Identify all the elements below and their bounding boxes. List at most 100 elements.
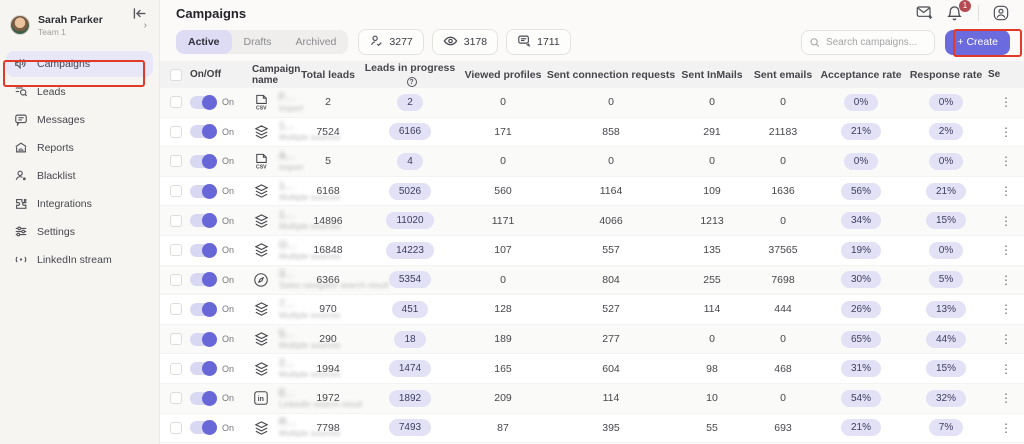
on-off-toggle[interactable] [190,390,217,406]
tab-archived[interactable]: Archived [295,36,337,48]
account-icon[interactable] [993,5,1010,22]
on-off-toggle[interactable] [190,94,217,110]
row-menu-button[interactable]: ⋮ [1000,154,1012,169]
row-checkbox[interactable] [170,96,182,109]
create-button[interactable]: + Create [945,29,1010,55]
sidebar-item-label: Blacklist [37,169,76,182]
campaign-cell[interactable]: CSV Follow Up to PitchImport [252,92,304,113]
stat-pill-message-sent[interactable]: 1711 [506,29,571,55]
row-checkbox[interactable] [170,185,182,198]
leads-in-progress-cell: 1474 [360,360,460,378]
leads-in-progress-cell: 7493 [360,419,460,437]
response-rate-cell: 32% [904,389,988,407]
info-icon: ? [406,77,417,88]
campaign-text: 17/11/23/ CSV LinkedIn import onlyMultip… [279,210,340,231]
sidebar-item-settings[interactable]: Settings [6,219,153,245]
leads-in-progress-pill: 1474 [388,360,432,378]
campaign-cell[interactable]: 1.12.23. Ongoing campaign with focus on … [252,121,340,142]
total-leads-value: 6366 [316,273,340,286]
row-menu-button[interactable]: ⋮ [1000,361,1012,376]
row-menu-button[interactable]: ⋮ [1000,302,1012,317]
integrations-icon [14,197,28,211]
sidebar-item-campaigns[interactable]: Campaigns [6,50,153,77]
row-checkbox[interactable] [170,125,182,138]
sent-emails-value: 693 [774,421,792,434]
campaign-cell[interactable]: 5.1.23. Viewed Profile SNMultiple source… [252,329,340,350]
on-off-toggle[interactable] [190,301,217,317]
sent-connection-requests-value: 527 [602,303,620,316]
tab-drafts[interactable]: Drafts [243,36,272,48]
campaign-cell[interactable]: Ongoing campaign with focus on Email 2Mu… [252,240,340,261]
row-checkbox[interactable] [170,244,182,257]
row-checkbox[interactable] [170,214,182,227]
row-menu-button[interactable]: ⋮ [1000,243,1012,258]
sidebar-item-messages[interactable]: Messages [6,107,153,133]
sent-inmails-value: 109 [703,185,721,198]
toggle-label: On [222,274,235,285]
campaign-cell[interactable]: 17/11/23/ CSV LinkedIn import onlyMultip… [252,210,340,231]
leads-in-progress-pill: 18 [394,330,426,348]
campaign-cell[interactable]: CSV Attended demo follow upImport [252,151,304,172]
campaign-name: 30/10/23 emea 51-200, ceo, founder | co [279,269,296,281]
row-checkbox[interactable] [170,392,182,405]
on-off-toggle[interactable] [190,183,217,199]
row-menu-button[interactable]: ⋮ [1000,391,1012,406]
row-checkbox[interactable] [170,362,182,375]
on-off-toggle[interactable] [190,272,217,288]
acceptance-rate-cell: 65% [818,330,904,348]
leads-in-progress-cell: 4 [360,152,460,170]
on-off-toggle[interactable] [190,242,217,258]
response-rate-pill: 5% [928,271,964,289]
tab-active[interactable]: Active [176,30,232,54]
row-checkbox[interactable] [170,421,182,434]
sidebar-item-linkedin-stream[interactable]: LinkedIn stream [6,247,153,273]
sent-emails-value: 21183 [768,125,798,138]
campaign-text: Follow Up to PitchImport [279,92,303,113]
on-off-toggle[interactable] [190,361,217,377]
sidebar-collapse-icon[interactable] [131,6,149,22]
campaign-cell[interactable]: 11.12.23. EMEA+US, 2nd, ceo+founder...Mu… [252,181,340,202]
bell-icon[interactable]: 1 [947,0,971,22]
on-off-toggle[interactable] [190,213,217,229]
sidebar-item-reports[interactable]: Reports [6,135,153,161]
sidebar-item-integrations[interactable]: Integrations [6,191,153,217]
row-checkbox[interactable] [170,333,182,346]
row-menu-button[interactable]: ⋮ [1000,332,1012,347]
select-all-checkbox[interactable] [170,68,182,81]
row-menu-button[interactable]: ⋮ [1000,420,1012,435]
campaign-cell[interactable]: Recycle MIDMultiple sources [252,417,340,438]
sidebar-item-blacklist[interactable]: Blacklist [6,163,153,189]
search-input[interactable] [825,36,927,48]
total-leads-value: 14896 [313,214,343,227]
row-menu-button[interactable]: ⋮ [1000,95,1012,110]
campaign-cell[interactable]: 30/10/23 emea 51-200, ceo, founder | coS… [252,269,389,290]
sent-emails-value: 37565 [768,244,798,257]
on-off-toggle[interactable] [190,420,217,436]
user-profile[interactable]: Sarah Parker Team 1 › [0,6,159,47]
row-checkbox[interactable] [170,303,182,316]
leads-in-progress-cell: 1892 [360,389,460,407]
campaign-cell[interactable]: in Event lead genLinkedIn search result [252,388,362,409]
on-off-toggle[interactable] [190,153,217,169]
campaign-cell[interactable]: 22.11.23. ExpandiMultiple sources [252,358,340,379]
row-menu-button[interactable]: ⋮ [1000,124,1012,139]
col-sent-connection-requests: Sent connection requests [546,68,676,81]
acceptance-rate-cell: 56% [818,182,904,200]
row-menu-button[interactable]: ⋮ [1000,184,1012,199]
stream-icon [14,253,28,267]
on-off-toggle[interactable] [190,331,217,347]
stat-pill-person-check[interactable]: 3277 [358,29,424,55]
page-title: Campaigns [176,5,247,21]
on-off-toggle[interactable] [190,124,217,140]
csv-file-icon: CSV [252,152,270,170]
mail-icon[interactable] [916,5,933,22]
toggle-label: On [222,186,235,197]
row-menu-button[interactable]: ⋮ [1000,272,1012,287]
row-menu-button[interactable]: ⋮ [1000,213,1012,228]
stat-pill-eye[interactable]: 3178 [431,29,499,55]
row-checkbox[interactable] [170,155,182,168]
row-checkbox[interactable] [170,273,182,286]
campaign-cell[interactable]: 7/11/23 Lemlist and Instantly from...Mul… [252,299,340,320]
sidebar-item-leads[interactable]: Leads [6,79,153,105]
